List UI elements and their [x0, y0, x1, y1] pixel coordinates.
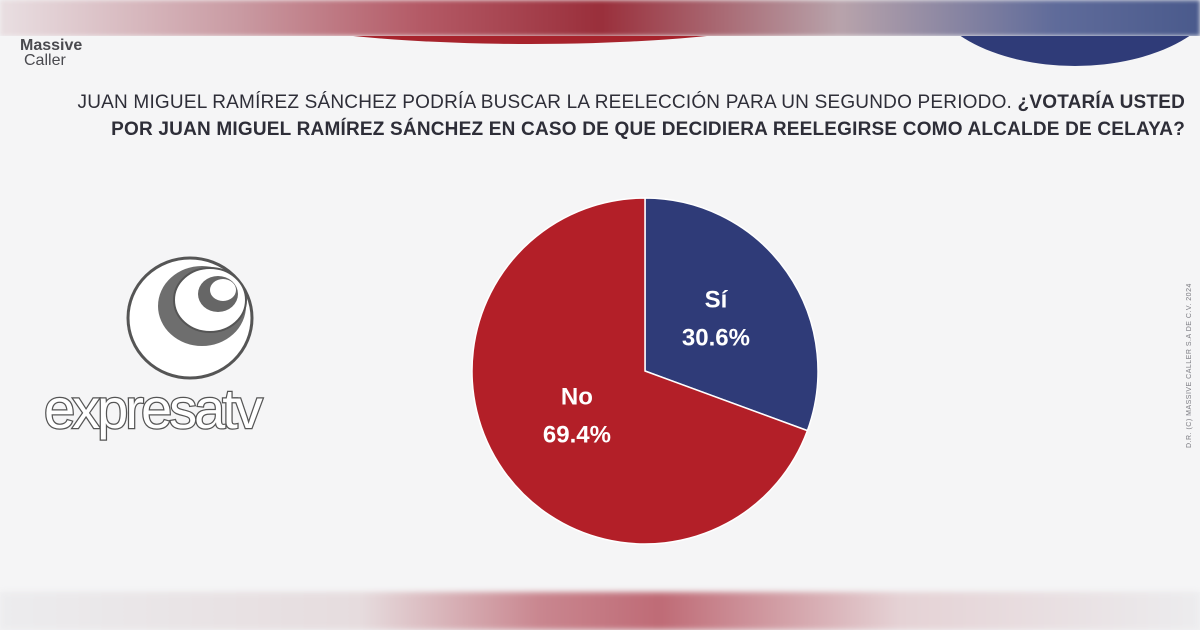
massive-caller-logo-line2: Caller: [24, 52, 66, 69]
question-bold-line2: POR JUAN MIGUEL RAMÍREZ SÁNCHEZ EN CASO …: [111, 119, 1185, 140]
decorative-blue-circle: [925, 36, 1200, 66]
copyright-credit: D.R. (C) MASSIVE CALLER S.A DE C.V. 2024: [1186, 283, 1193, 448]
pie-value-si: 30.6%: [682, 324, 750, 351]
pie-slice-si: [644, 197, 819, 432]
pie-chart-svg: Sí 30.6% No 69.4%: [471, 197, 819, 545]
pie-value-no: 69.4%: [543, 422, 611, 449]
pie-chart: Sí 30.6% No 69.4%: [440, 196, 850, 546]
pie-label-no: No: [561, 384, 593, 411]
top-blurred-band: [0, 0, 1200, 36]
poll-question: JUAN MIGUEL RAMÍREZ SÁNCHEZ PODRÍA BUSCA…: [20, 89, 1185, 143]
bottom-blurred-band: [0, 592, 1200, 630]
expresatv-wordmark: expresatv: [44, 377, 263, 440]
expresatv-logo: expresatv: [43, 256, 267, 441]
decorative-red-arc: [210, 36, 850, 44]
pie-label-si: Sí: [705, 286, 729, 313]
question-bold-start: ¿VOTARÍA USTED: [1017, 92, 1185, 113]
massive-caller-logo-line1: Massive: [20, 37, 83, 54]
pie-slice-no: [471, 197, 809, 545]
expresatv-swirl-icon: [126, 256, 254, 380]
question-text: JUAN MIGUEL RAMÍREZ SÁNCHEZ PODRÍA BUSCA…: [77, 92, 1013, 113]
massive-caller-logo: Massive Caller: [20, 37, 110, 69]
